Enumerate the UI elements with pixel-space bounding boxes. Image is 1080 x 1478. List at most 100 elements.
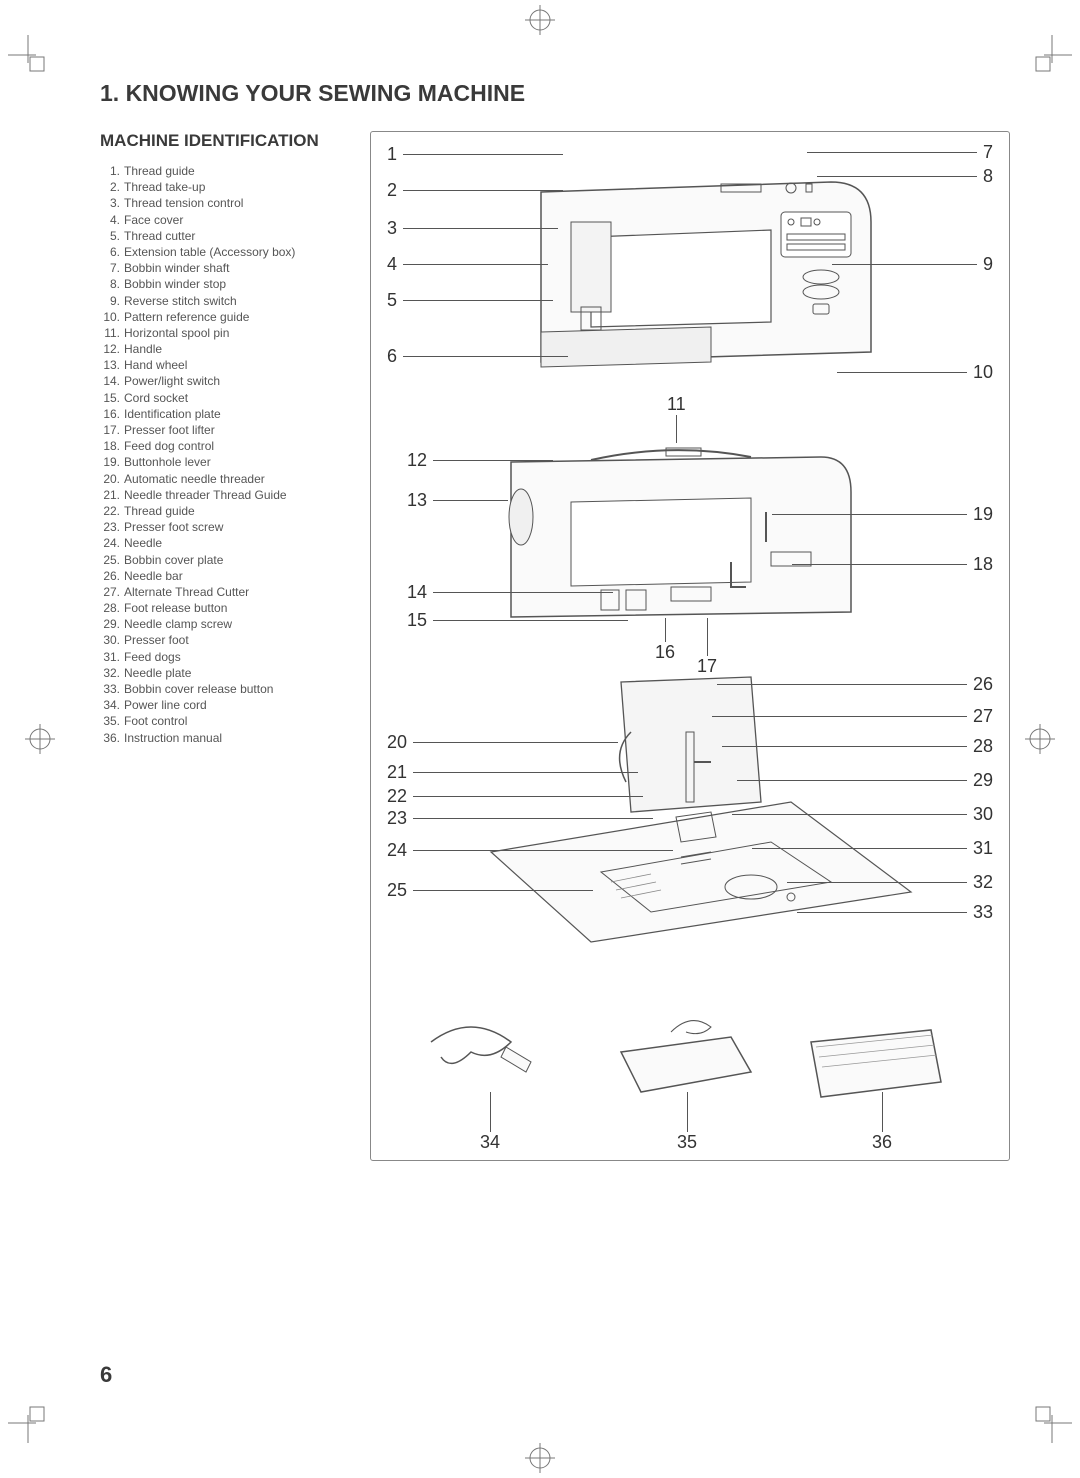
parts-list-item: 4.Face cover — [100, 212, 350, 228]
parts-list-item: 34.Power line cord — [100, 697, 350, 713]
callout-27: 27 — [712, 706, 999, 727]
part-number: 22. — [100, 503, 124, 519]
part-label: Thread guide — [124, 503, 195, 519]
parts-list-item: 35.Foot control — [100, 713, 350, 729]
part-number: 31. — [100, 649, 124, 665]
part-number: 34. — [100, 697, 124, 713]
parts-list-column: MACHINE IDENTIFICATION 1.Thread guide2.T… — [100, 131, 350, 1161]
chapter-title: 1. KNOWING YOUR SEWING MACHINE — [100, 80, 1010, 107]
part-number: 5. — [100, 228, 124, 244]
callout-1: 1 — [381, 144, 563, 165]
part-number: 8. — [100, 276, 124, 292]
callout-16: 16 — [649, 618, 681, 663]
part-label: Bobbin winder shaft — [124, 260, 229, 276]
parts-list-item: 10.Pattern reference guide — [100, 309, 350, 325]
callout-34: 34 — [474, 1092, 506, 1153]
callout-21: 21 — [381, 762, 638, 783]
part-number: 33. — [100, 681, 124, 697]
part-number: 6. — [100, 244, 124, 260]
part-number: 29. — [100, 616, 124, 632]
parts-list-item: 19.Buttonhole lever — [100, 454, 350, 470]
callout-25: 25 — [381, 880, 593, 901]
crop-mark-icon — [8, 1403, 48, 1443]
parts-list-item: 20.Automatic needle threader — [100, 471, 350, 487]
callout-36: 36 — [866, 1092, 898, 1153]
part-label: Presser foot lifter — [124, 422, 215, 438]
part-number: 25. — [100, 552, 124, 568]
part-label: Alternate Thread Cutter — [124, 584, 249, 600]
callout-31: 31 — [752, 838, 999, 859]
parts-list-item: 12.Handle — [100, 341, 350, 357]
parts-list-item: 14.Power/light switch — [100, 373, 350, 389]
part-number: 28. — [100, 600, 124, 616]
part-number: 9. — [100, 293, 124, 309]
parts-list-item: 5.Thread cutter — [100, 228, 350, 244]
part-label: Power line cord — [124, 697, 207, 713]
callout-17: 17 — [691, 618, 723, 677]
part-label: Cord socket — [124, 390, 188, 406]
part-label: Face cover — [124, 212, 183, 228]
part-label: Thread tension control — [124, 195, 243, 211]
parts-list-item: 7.Bobbin winder shaft — [100, 260, 350, 276]
registration-mark-icon — [525, 1443, 555, 1473]
parts-list-item: 17.Presser foot lifter — [100, 422, 350, 438]
part-label: Foot control — [124, 713, 187, 729]
callout-4: 4 — [381, 254, 548, 275]
part-label: Foot release button — [124, 600, 227, 616]
part-label: Buttonhole lever — [124, 454, 211, 470]
part-label: Extension table (Accessory box) — [124, 244, 295, 260]
callout-28: 28 — [722, 736, 999, 757]
callout-24: 24 — [381, 840, 673, 861]
part-number: 16. — [100, 406, 124, 422]
part-number: 35. — [100, 713, 124, 729]
callout-14: 14 — [401, 582, 613, 603]
callout-22: 22 — [381, 786, 643, 807]
part-number: 23. — [100, 519, 124, 535]
parts-list: 1. Thread guide 2.Thread take-up3.Thread t… — [100, 163, 350, 746]
callout-3: 3 — [381, 218, 558, 239]
part-number: 7. — [100, 260, 124, 276]
part-label: Presser foot — [124, 632, 189, 648]
parts-list-item: 18.Feed dog control — [100, 438, 350, 454]
parts-list-item: 30.Presser foot — [100, 632, 350, 648]
part-label: Needle clamp screw — [124, 616, 232, 632]
part-number: 13. — [100, 357, 124, 373]
callout-2: 2 — [381, 180, 563, 201]
callout-26: 26 — [717, 674, 999, 695]
parts-list-item: 15.Cord socket — [100, 390, 350, 406]
page-number: 6 — [100, 1362, 112, 1388]
part-number: 11. — [100, 325, 124, 341]
parts-list-item: 13.Hand wheel — [100, 357, 350, 373]
parts-list-item: 25.Bobbin cover plate — [100, 552, 350, 568]
part-number: 1. — [100, 163, 124, 179]
callout-20: 20 — [381, 732, 618, 753]
part-label: Identification plate — [124, 406, 221, 422]
parts-list-item: 3.Thread tension control — [100, 195, 350, 211]
parts-list-item: 6.Extension table (Accessory box) — [100, 244, 350, 260]
part-number: 18. — [100, 438, 124, 454]
callout-10: 10 — [837, 362, 999, 383]
callout-13: 13 — [401, 490, 508, 511]
callout-33: 33 — [797, 902, 999, 923]
callout-6: 6 — [381, 346, 568, 367]
parts-list-item: 36.Instruction manual — [100, 730, 350, 746]
part-label: Needle plate — [124, 665, 191, 681]
callout-5: 5 — [381, 290, 553, 311]
part-number: 27. — [100, 584, 124, 600]
part-label: Bobbin winder stop — [124, 276, 226, 292]
part-label: Feed dogs — [124, 649, 181, 665]
parts-list-item: 2.Thread take-up — [100, 179, 350, 195]
parts-list-item: 21.Needle threader Thread Guide — [100, 487, 350, 503]
part-number: 30. — [100, 632, 124, 648]
callout-30: 30 — [732, 804, 999, 825]
part-label: Needle threader Thread Guide — [124, 487, 287, 503]
parts-list-item: 22.Thread guide — [100, 503, 350, 519]
part-label: Bobbin cover release button — [124, 681, 273, 697]
part-label: Feed dog control — [124, 438, 214, 454]
part-label: Pattern reference guide — [124, 309, 249, 325]
registration-mark-icon — [525, 5, 555, 35]
part-label: Thread cutter — [124, 228, 195, 244]
parts-list-item: 26.Needle bar — [100, 568, 350, 584]
part-label: Horizontal spool pin — [124, 325, 229, 341]
parts-list-item: 23.Presser foot screw — [100, 519, 350, 535]
